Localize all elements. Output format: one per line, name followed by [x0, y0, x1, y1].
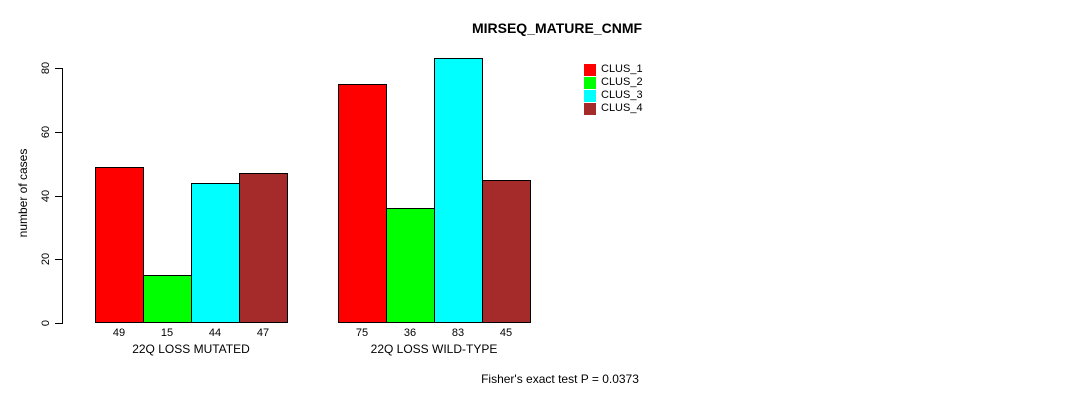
- y-tick-label: 40: [40, 189, 52, 202]
- legend-row: CLUS_1: [584, 63, 643, 76]
- y-tick-label: 80: [40, 61, 52, 75]
- y-tick-label: 60: [40, 125, 52, 138]
- legend-label: CLUS_2: [601, 76, 643, 88]
- y-tick-label: 20: [40, 253, 52, 266]
- category-label: 22Q LOSS MUTATED: [132, 342, 250, 356]
- bar-clus_3-group1: [191, 182, 240, 323]
- bar-value-label: 45: [499, 327, 513, 339]
- bar-value-label: 83: [451, 327, 465, 339]
- bar-value-label: 15: [160, 327, 174, 339]
- legend-label: CLUS_1: [601, 63, 643, 75]
- bar-value-label: 44: [208, 327, 222, 339]
- bar-clus_1-group1: [95, 166, 144, 323]
- y-axis-tick: [55, 323, 62, 324]
- bar-value-label: 49: [112, 327, 126, 339]
- y-axis-tick: [55, 259, 62, 261]
- bar-clus_1-group2: [338, 83, 387, 323]
- legend-row: CLUS_2: [584, 76, 643, 89]
- legend-label: CLUS_4: [601, 102, 643, 114]
- legend: CLUS_1 CLUS_2 CLUS_3 CLUS_4: [584, 63, 643, 115]
- y-tick-label: 0: [40, 319, 52, 327]
- category-label: 22Q LOSS WILD-TYPE: [370, 342, 498, 356]
- legend-swatch-clus_1: [584, 63, 596, 76]
- y-axis-label: number of cases: [16, 148, 30, 238]
- bar-value-label: 36: [403, 327, 417, 339]
- bar-clus_3-group2: [434, 58, 483, 323]
- bar-value-label: 47: [256, 327, 270, 339]
- bar-clus_2-group2: [386, 208, 435, 323]
- legend-label: CLUS_3: [601, 89, 643, 101]
- annotation-text: Fisher's exact test P = 0.0373: [481, 372, 639, 386]
- legend-row: CLUS_3: [584, 89, 643, 102]
- y-axis-tick: [55, 195, 62, 197]
- legend-swatch-clus_3: [584, 89, 596, 102]
- legend-swatch-clus_2: [584, 76, 596, 89]
- bar-clus_4-group2: [482, 179, 531, 323]
- y-axis-tick: [55, 131, 62, 133]
- legend-row: CLUS_4: [584, 102, 643, 115]
- bar-clus_4-group1: [239, 173, 288, 323]
- legend-swatch-clus_4: [584, 102, 596, 115]
- bar-clus_2-group1: [143, 275, 192, 323]
- y-axis-line: [62, 68, 63, 324]
- chart-title: MIRSEQ_MATURE_CNMF: [471, 20, 643, 36]
- y-axis-tick: [55, 68, 62, 69]
- bar-value-label: 75: [355, 327, 369, 339]
